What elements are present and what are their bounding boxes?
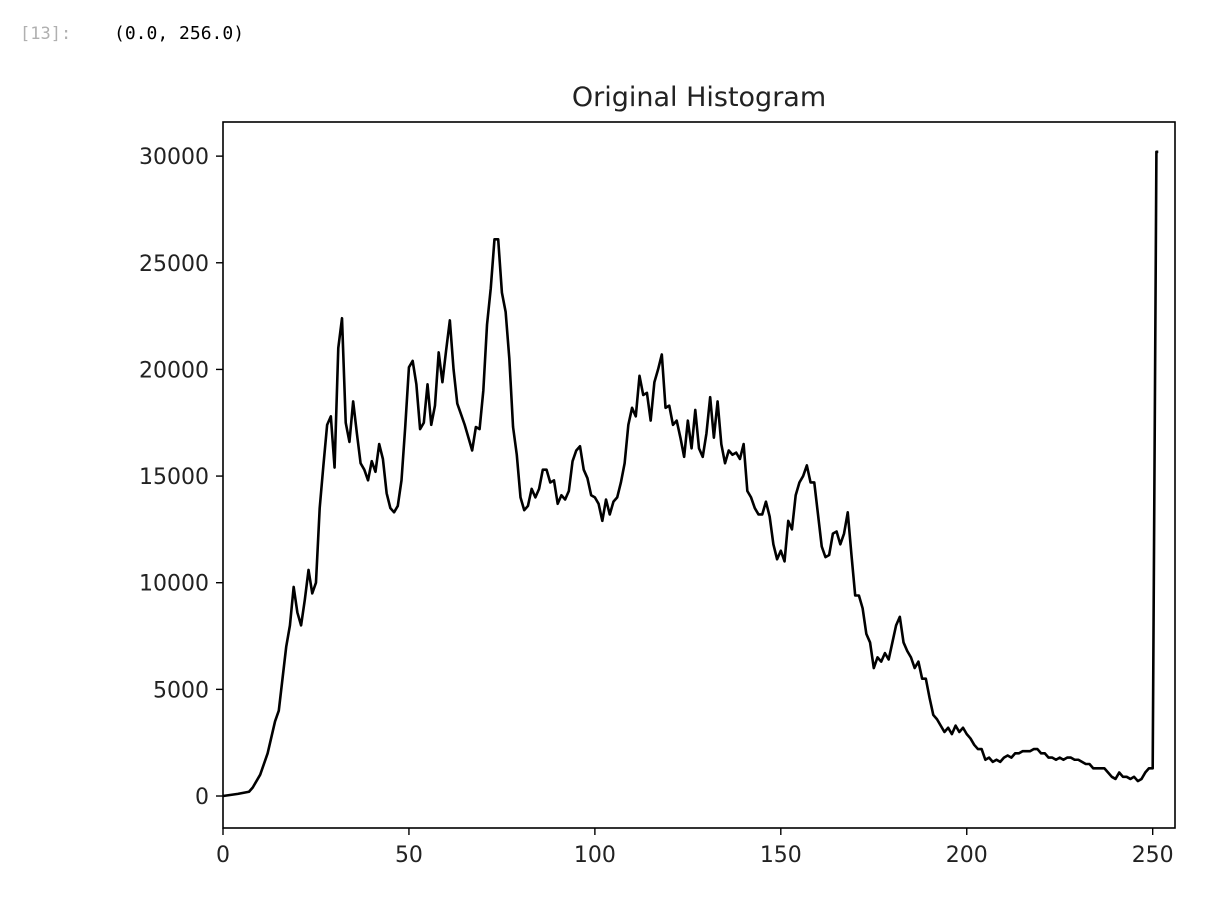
cell-output-text: (0.0, 256.0) xyxy=(114,23,245,44)
y-tick-label: 0 xyxy=(195,785,209,810)
y-tick-label: 5000 xyxy=(153,678,209,703)
x-tick-label: 100 xyxy=(574,843,616,868)
plot-frame xyxy=(222,121,1176,829)
execution-count-prompt: [13]: xyxy=(20,24,72,44)
y-tick-label: 30000 xyxy=(139,145,209,170)
x-tick-label: 200 xyxy=(946,843,988,868)
x-tick-label: 250 xyxy=(1132,843,1174,868)
x-tick-label: 50 xyxy=(395,843,423,868)
y-tick-label: 10000 xyxy=(139,572,209,597)
y-tick-label: 20000 xyxy=(139,358,209,383)
x-tick-label: 0 xyxy=(216,843,230,868)
y-tick-label: 15000 xyxy=(139,465,209,490)
x-tick-label: 150 xyxy=(760,843,802,868)
histogram-line xyxy=(222,150,1159,798)
y-tick-label: 25000 xyxy=(139,252,209,277)
chart-title: Original Histogram xyxy=(572,82,826,113)
